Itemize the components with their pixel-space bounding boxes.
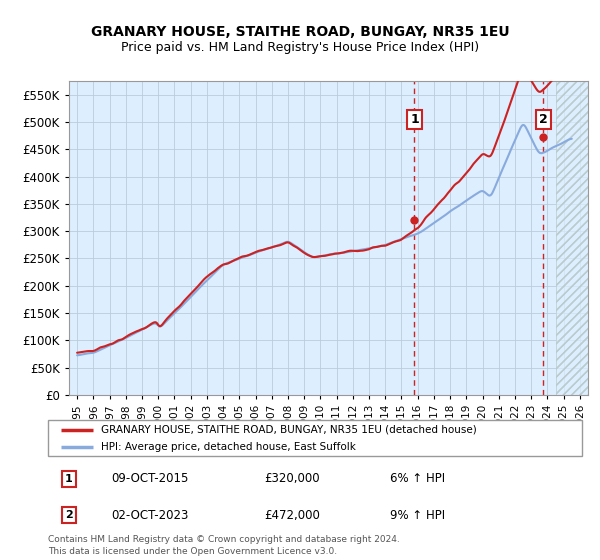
Text: 9% ↑ HPI: 9% ↑ HPI	[390, 508, 445, 522]
Text: Price paid vs. HM Land Registry's House Price Index (HPI): Price paid vs. HM Land Registry's House …	[121, 40, 479, 54]
Bar	[556, 81, 588, 395]
Text: Contains HM Land Registry data © Crown copyright and database right 2024.
This d: Contains HM Land Registry data © Crown c…	[48, 535, 400, 556]
Text: 09-OCT-2015: 09-OCT-2015	[111, 472, 188, 486]
Text: 02-OCT-2023: 02-OCT-2023	[111, 508, 188, 522]
Text: GRANARY HOUSE, STAITHE ROAD, BUNGAY, NR35 1EU: GRANARY HOUSE, STAITHE ROAD, BUNGAY, NR3…	[91, 25, 509, 39]
Text: HPI: Average price, detached house, East Suffolk: HPI: Average price, detached house, East…	[101, 442, 356, 451]
Bar	[556, 81, 588, 395]
Text: 2: 2	[65, 510, 73, 520]
Text: 6% ↑ HPI: 6% ↑ HPI	[390, 472, 445, 486]
Text: GRANARY HOUSE, STAITHE ROAD, BUNGAY, NR35 1EU (detached house): GRANARY HOUSE, STAITHE ROAD, BUNGAY, NR3…	[101, 425, 477, 435]
Text: 1: 1	[410, 113, 419, 126]
Text: £472,000: £472,000	[264, 508, 320, 522]
Text: 2: 2	[539, 113, 548, 126]
Text: 1: 1	[65, 474, 73, 484]
Text: £320,000: £320,000	[264, 472, 320, 486]
